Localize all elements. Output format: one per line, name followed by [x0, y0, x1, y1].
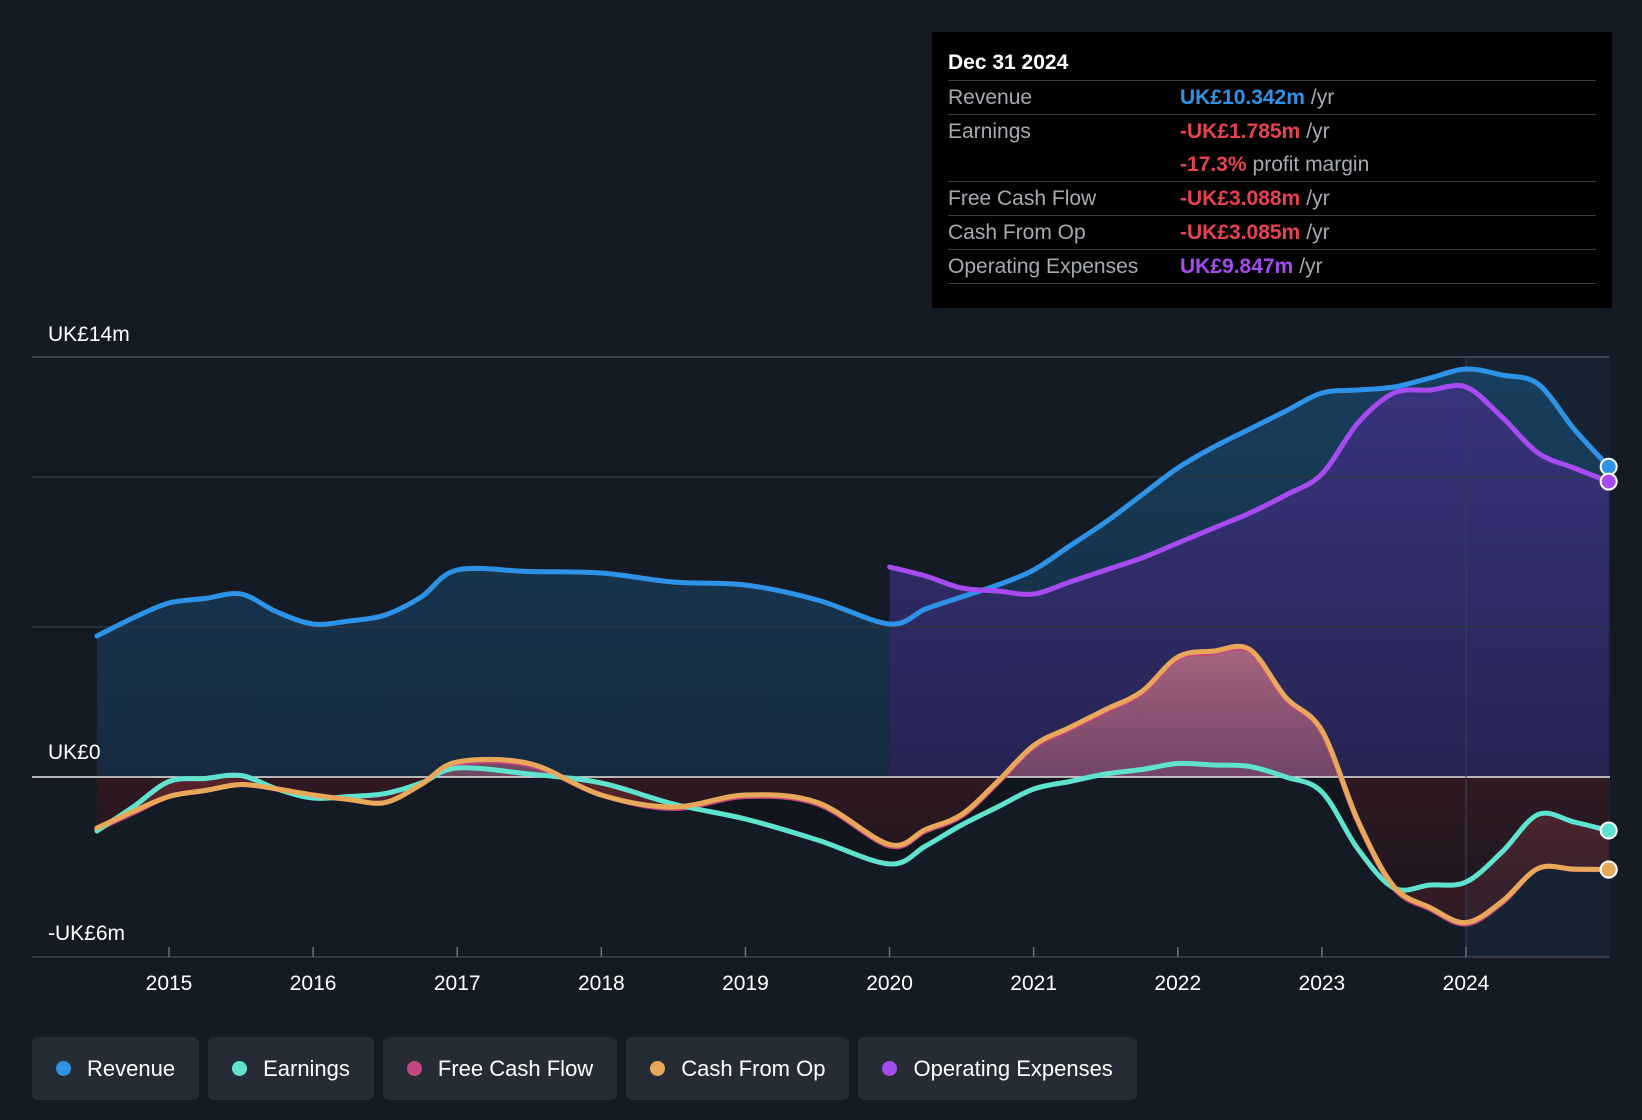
- tooltip-value: -UK£1.785m: [1180, 120, 1301, 143]
- chart-area: UK£14m UK£0 -UK£6m 2015 2016 2017 2018 2019 2…: [32, 323, 1618, 995]
- x-tick-label: 2015: [146, 972, 193, 995]
- tooltip-row-free-cash-flow: Free Cash Flow -UK£3.088m /yr: [948, 182, 1596, 216]
- cash-from-op-line: [94, 643, 1612, 926]
- tooltip-unit: /yr: [1310, 86, 1335, 109]
- legend-label: Operating Expenses: [913, 1055, 1113, 1081]
- legend-item-operating-expenses[interactable]: Operating Expenses: [858, 1037, 1137, 1100]
- tooltip-value: -UK£3.085m: [1180, 221, 1301, 244]
- operating-expenses-end-point: [1599, 472, 1618, 491]
- legend-item-cash-from-op[interactable]: Cash From Op: [626, 1037, 850, 1100]
- legend-dot-icon: [406, 1061, 422, 1076]
- legend: Revenue Earnings Free Cash Flow Cash Fro…: [32, 1037, 1146, 1100]
- tooltip-unit: profit margin: [1252, 153, 1370, 176]
- operating-expenses-line: [887, 382, 1612, 597]
- legend-label: Free Cash Flow: [437, 1055, 594, 1081]
- tooltip-value: -17.3%: [1180, 153, 1247, 176]
- earnings-end-point: [1599, 821, 1618, 840]
- tooltip-unit: /yr: [1306, 120, 1330, 143]
- x-tick-label: 2016: [290, 972, 337, 995]
- tooltip-row-profit-margin: -17.3% profit margin: [948, 148, 1596, 182]
- cash-positive-area: [96, 646, 1609, 777]
- legend-label: Cash From Op: [681, 1055, 826, 1081]
- x-tick-label: 2024: [1443, 972, 1490, 995]
- x-tick-label: 2017: [434, 972, 481, 995]
- legend-item-free-cash-flow[interactable]: Free Cash Flow: [382, 1037, 618, 1100]
- legend-dot-icon: [650, 1061, 666, 1076]
- revenue-line: [94, 366, 1612, 639]
- tooltip-unit: /yr: [1299, 255, 1323, 278]
- legend-label: Revenue: [87, 1055, 176, 1081]
- x-tick-label: 2018: [578, 972, 625, 995]
- earnings-area: [96, 777, 1609, 891]
- legend-item-earnings[interactable]: Earnings: [208, 1037, 374, 1100]
- legend-dot-icon: [882, 1061, 898, 1076]
- cash-from-op-end-point: [1599, 860, 1618, 879]
- legend-dot-icon: [56, 1061, 71, 1076]
- tooltip-unit: /yr: [1306, 221, 1330, 244]
- tooltip-label: Revenue: [948, 86, 1033, 109]
- tooltip-label: Cash From Op: [948, 221, 1086, 244]
- tooltip-label: Free Cash Flow: [948, 187, 1097, 210]
- tooltip-value: -UK£3.088m: [1180, 187, 1301, 210]
- tooltip-row-cash-from-op: Cash From Op -UK£3.085m /yr: [948, 216, 1596, 250]
- x-tick-label: 2023: [1299, 972, 1346, 995]
- x-tick-label: 2019: [722, 972, 769, 995]
- tooltip-label: Operating Expenses: [948, 255, 1139, 278]
- operating-expenses-area: [889, 385, 1609, 777]
- legend-item-revenue[interactable]: Revenue: [32, 1037, 200, 1100]
- tooltip-value: UK£9.847m: [1180, 255, 1294, 278]
- y-axis-zero-label: UK£0: [48, 741, 101, 764]
- tooltip-value: UK£10.342m: [1180, 86, 1305, 109]
- tooltip-label: [948, 148, 1180, 181]
- x-tick-label: 2020: [866, 972, 913, 995]
- x-tick-label: 2022: [1154, 972, 1201, 995]
- tooltip-row-revenue: Revenue UK£10.342m /yr: [948, 81, 1596, 115]
- legend-label: Earnings: [263, 1055, 350, 1081]
- tooltip-date: Dec 31 2024: [948, 46, 1596, 81]
- legend-dot-icon: [232, 1061, 248, 1076]
- tooltip-label: Earnings: [948, 120, 1031, 143]
- tooltip-row-earnings: Earnings -UK£1.785m /yr: [948, 115, 1596, 148]
- y-axis-top-label: UK£14m: [48, 323, 130, 346]
- tooltip-row-operating-expenses: Operating Expenses UK£9.847m /yr: [948, 250, 1596, 284]
- revenue-end-point: [1599, 457, 1618, 476]
- x-tick-label: 2021: [1010, 972, 1057, 995]
- y-axis-bottom-label: -UK£6m: [48, 922, 125, 945]
- tooltip-unit: /yr: [1306, 187, 1330, 210]
- tooltip-panel: Dec 31 2024 Revenue UK£10.342m /yr Earni…: [932, 32, 1612, 308]
